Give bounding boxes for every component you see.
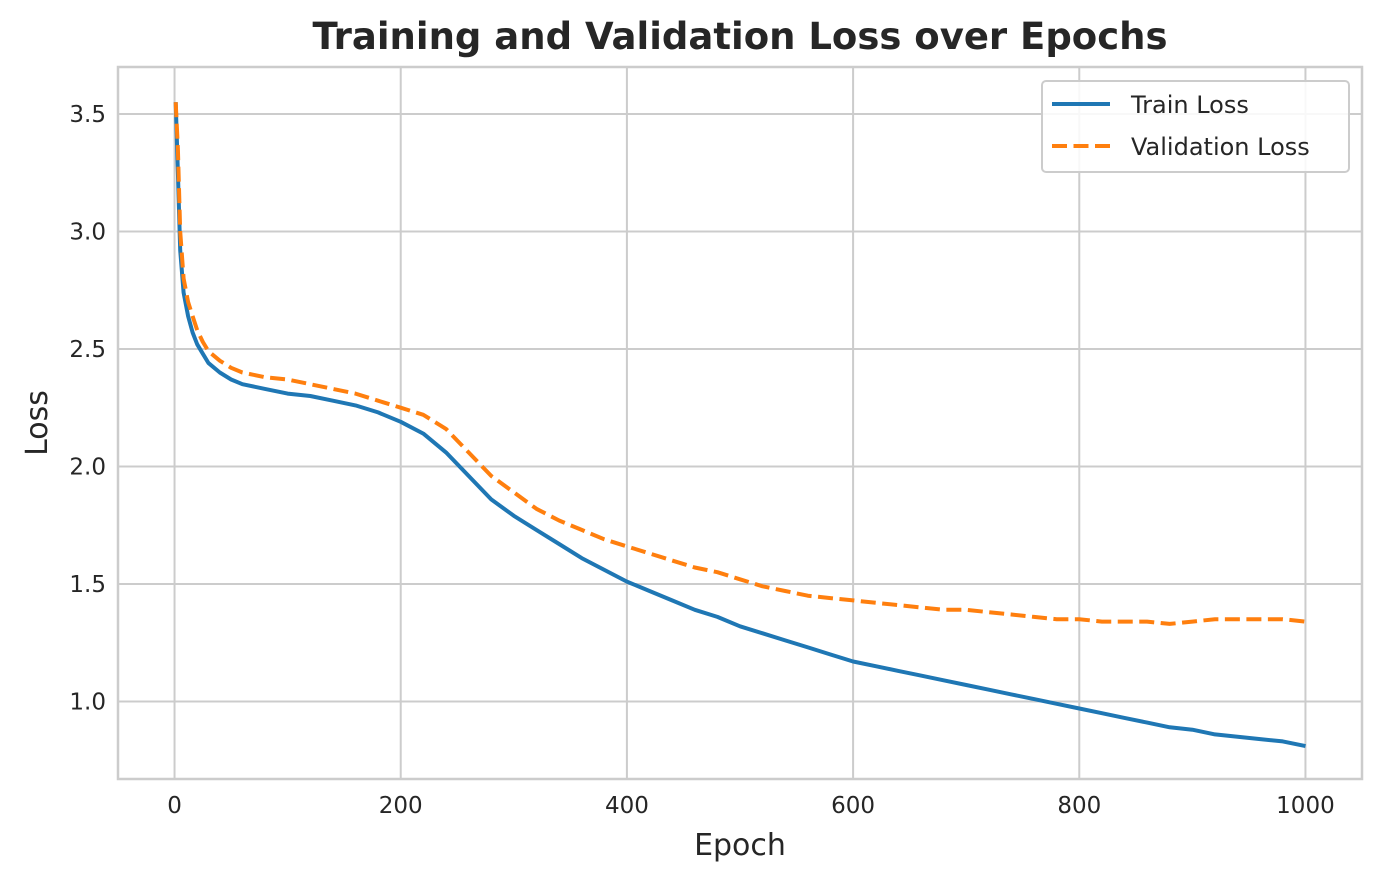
y-tick-label: 3.5 bbox=[69, 102, 106, 128]
legend-box bbox=[1041, 80, 1350, 173]
legend: Train Loss Validation Loss bbox=[1041, 80, 1350, 173]
y-tick-label: 2.0 bbox=[69, 454, 106, 480]
y-axis-ticks: 1.0 1.5 2.0 2.5 3.0 3.5 bbox=[69, 102, 106, 715]
y-tick-label: 1.0 bbox=[69, 689, 106, 715]
x-axis-label: Epoch bbox=[694, 828, 786, 863]
x-tick-label: 800 bbox=[1057, 793, 1101, 819]
legend-label-validation-loss: Validation Loss bbox=[1131, 133, 1310, 161]
series-line-train-loss bbox=[173, 102, 1306, 749]
y-tick-label: 1.5 bbox=[69, 572, 106, 598]
x-tick-label: 0 bbox=[167, 793, 182, 819]
x-tick-label: 200 bbox=[379, 793, 423, 819]
y-tick-label: 3.0 bbox=[69, 219, 106, 245]
series-layer bbox=[173, 102, 1306, 749]
x-axis-ticks: 0 200 400 600 800 1000 bbox=[167, 793, 1335, 819]
plot-frame bbox=[116, 65, 1364, 781]
grid-lines bbox=[118, 67, 1362, 779]
legend-label-train-loss: Train Loss bbox=[1130, 91, 1249, 119]
y-axis-label: Loss bbox=[20, 390, 55, 456]
x-tick-label: 400 bbox=[605, 793, 649, 819]
chart-title: Training and Validation Loss over Epochs bbox=[312, 15, 1167, 58]
series-line-validation-loss bbox=[173, 102, 1306, 626]
y-tick-label: 2.5 bbox=[69, 337, 106, 363]
x-tick-label: 600 bbox=[831, 793, 875, 819]
x-tick-label: 1000 bbox=[1276, 793, 1335, 819]
